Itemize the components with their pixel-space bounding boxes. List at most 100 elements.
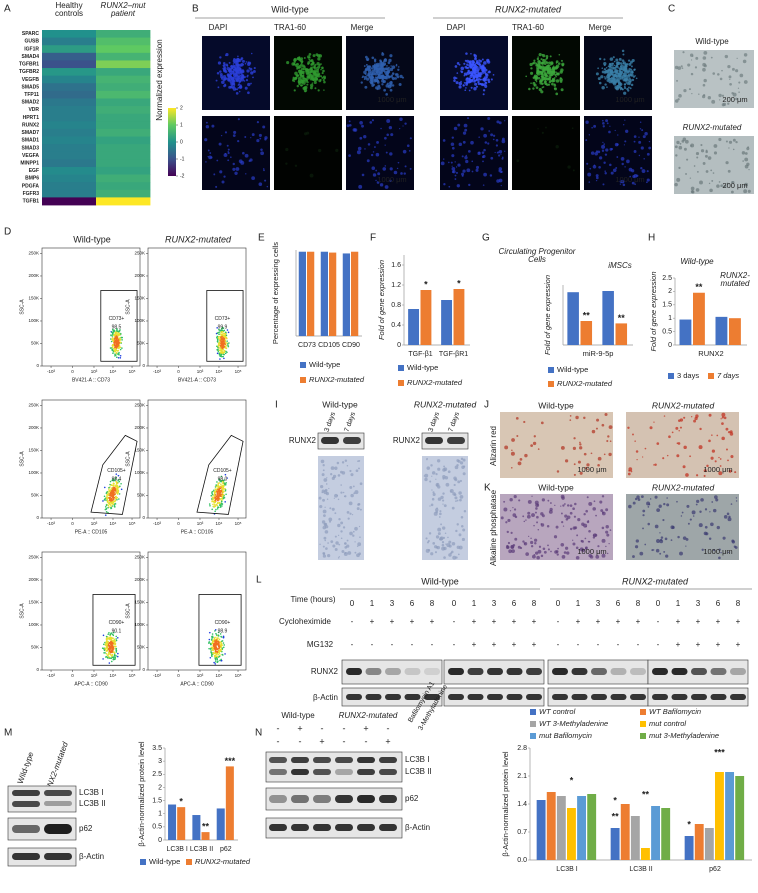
- texture: [678, 419, 681, 422]
- cell-event: [108, 662, 111, 664]
- texture: [434, 551, 437, 554]
- treatment-sign: -: [365, 736, 368, 746]
- blot-band: [710, 694, 727, 700]
- cell-event: [220, 350, 222, 352]
- cell-event: [222, 497, 225, 500]
- x-tick-label: CD90: [342, 342, 360, 349]
- texture: [608, 130, 611, 134]
- texture: [678, 166, 681, 169]
- x-axis-label: miR-9-5p: [583, 349, 614, 358]
- texture: [595, 427, 598, 430]
- texture: [627, 472, 631, 476]
- texture: [222, 62, 226, 65]
- texture: [708, 537, 712, 540]
- y-tick-label: 0: [397, 342, 401, 349]
- texture: [230, 76, 233, 79]
- texture: [247, 91, 250, 95]
- texture: [359, 508, 362, 511]
- texture: [451, 165, 453, 167]
- texture: [543, 66, 547, 70]
- texture: [346, 465, 349, 467]
- treatment-sign: -: [371, 640, 374, 649]
- texture: [590, 452, 593, 455]
- texture: [585, 139, 588, 141]
- cell-event: [220, 340, 223, 343]
- texture: [349, 486, 353, 489]
- row-label: SMAD2: [21, 100, 39, 106]
- texture: [266, 185, 269, 188]
- texture: [391, 76, 395, 81]
- texture: [598, 165, 601, 169]
- group-title: Wild-type: [538, 482, 574, 492]
- texture: [354, 490, 359, 495]
- treatment-sign: -: [657, 617, 660, 626]
- cell-event: [115, 351, 118, 354]
- bar: [177, 807, 186, 840]
- texture: [530, 537, 532, 540]
- x-tick-label: 10³: [91, 369, 98, 374]
- cell-event: [226, 340, 228, 342]
- blot-band: [385, 694, 401, 700]
- texture: [514, 537, 518, 541]
- texture: [685, 545, 687, 547]
- row-label: SMAD1: [21, 138, 39, 144]
- texture: [372, 76, 375, 79]
- texture: [505, 521, 508, 524]
- texture: [731, 67, 735, 71]
- cell-event: [114, 646, 116, 648]
- texture: [465, 159, 469, 164]
- texture: [442, 477, 445, 480]
- texture: [409, 167, 412, 170]
- texture: [309, 86, 313, 90]
- heatmap-cell: [42, 189, 97, 198]
- texture: [394, 77, 397, 80]
- legend-label: Wild-type: [407, 363, 438, 372]
- significance: *: [179, 797, 183, 807]
- cell-event: [225, 350, 227, 353]
- cell-event: [107, 506, 109, 509]
- axis-label: SSC-A: [125, 299, 131, 315]
- blot-band: [365, 694, 382, 700]
- texture: [647, 522, 651, 526]
- texture: [256, 139, 260, 143]
- texture: [223, 69, 227, 73]
- heatmap-cell: [96, 45, 151, 54]
- texture: [211, 124, 215, 128]
- panel-label: M: [4, 728, 12, 739]
- cell-event: [108, 632, 110, 634]
- cell-event: [105, 510, 108, 513]
- heatmap-cell: [96, 159, 151, 168]
- texture: [699, 180, 703, 185]
- y-tick-label: 1.6: [391, 262, 401, 269]
- bar: [351, 251, 359, 336]
- texture: [344, 546, 348, 549]
- texture: [569, 504, 573, 507]
- texture: [644, 447, 647, 450]
- cell-event: [223, 349, 226, 352]
- treatment-sign: +: [596, 617, 601, 626]
- cell-event: [217, 335, 220, 338]
- texture: [606, 86, 608, 88]
- texture: [632, 555, 635, 558]
- cell-event: [108, 497, 111, 499]
- cell-event: [109, 483, 111, 486]
- texture: [654, 495, 658, 499]
- texture: [500, 184, 502, 187]
- texture: [710, 169, 713, 172]
- cell-event: [108, 645, 111, 648]
- texture: [478, 59, 480, 61]
- texture: [487, 142, 490, 145]
- cell-event: [103, 495, 106, 498]
- cell-event: [218, 342, 220, 345]
- texture: [223, 153, 228, 158]
- cell-event: [111, 337, 114, 339]
- cell-event: [222, 485, 225, 488]
- texture: [300, 57, 304, 60]
- y-tick-label: 50K: [31, 645, 39, 650]
- texture: [702, 162, 706, 165]
- texture: [547, 548, 550, 551]
- panel-label: F: [370, 233, 376, 244]
- treatment-sign: +: [676, 640, 681, 649]
- wrapped-label-box: RUNX2-mutated: [720, 272, 750, 288]
- x-tick-label: 10³: [197, 673, 204, 678]
